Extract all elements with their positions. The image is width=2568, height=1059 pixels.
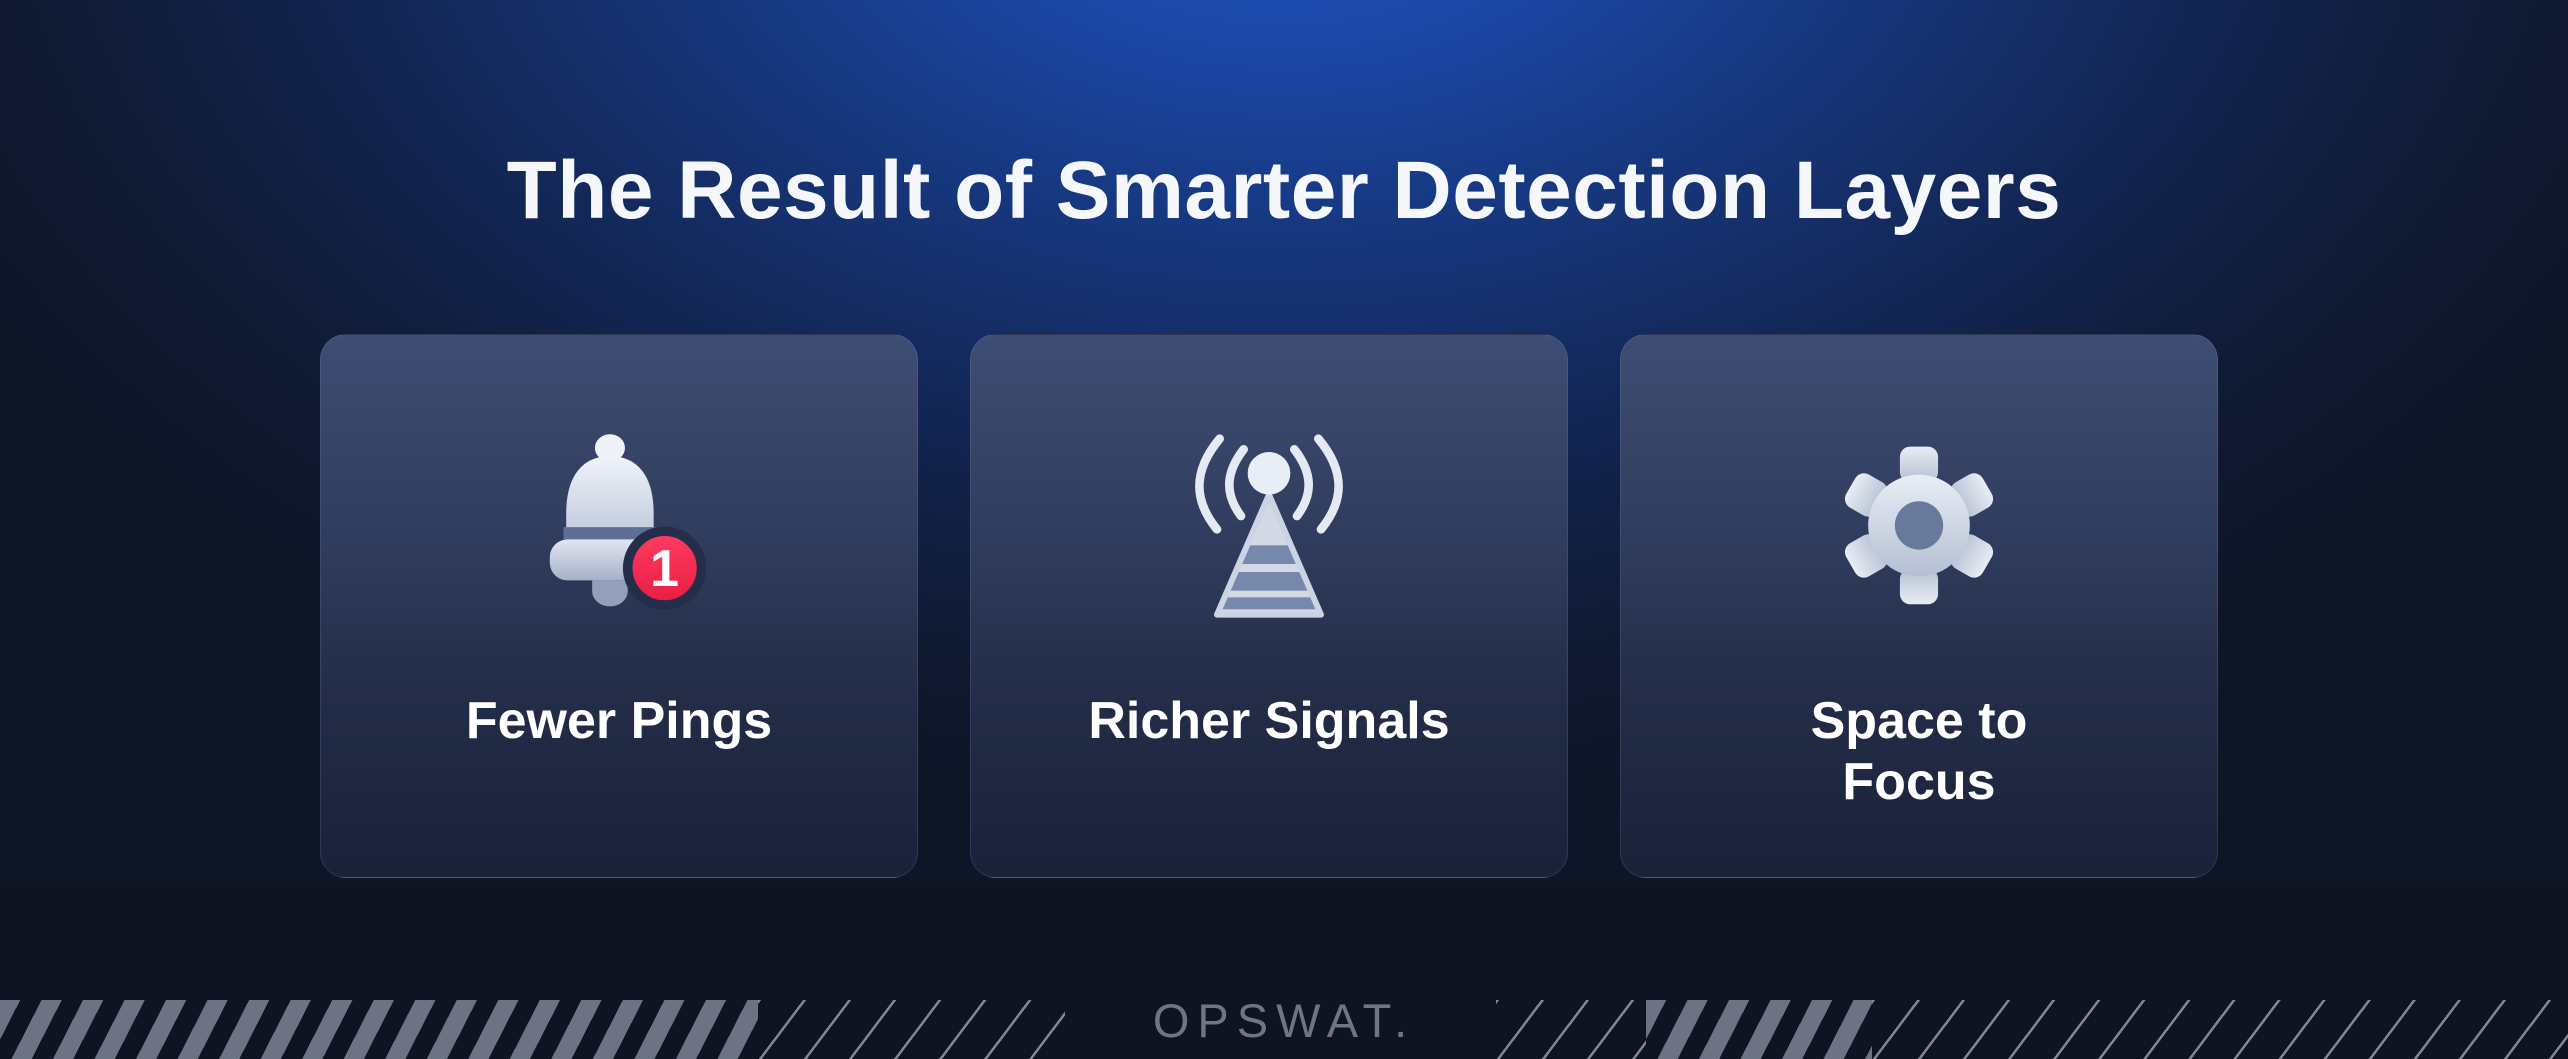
opswat-logo: OPSWAT.	[1152, 994, 1416, 1047]
card-label: Space to Focus	[1810, 692, 2028, 812]
gear-icon-svg	[1844, 446, 1994, 605]
feature-card-fewer-pings: 1 Fewer Pings	[320, 334, 918, 878]
slide-title: The Result of Smarter Detection Layers	[506, 145, 2062, 236]
badge-count: 1	[650, 539, 679, 597]
gear-icon	[1621, 423, 2217, 633]
radio-tower-icon	[971, 423, 1567, 633]
feature-card-richer-signals: Richer Signals	[970, 334, 1568, 878]
footer-stripes-right-thin-1	[1496, 1000, 1646, 1059]
card-label: Fewer Pings	[465, 692, 773, 750]
footer-band: OPSWAT.	[0, 885, 2568, 1059]
feature-card-space-to-focus: Space to Focus	[1620, 334, 2218, 878]
radio-tower-icon-svg	[1195, 434, 1343, 618]
bell-notification-icon-svg: 1	[549, 433, 706, 610]
notification-badge	[622, 525, 706, 610]
footer-stripes-right-thick	[1646, 1000, 1872, 1059]
feature-cards-row: 1 Fewer Pings	[320, 334, 2218, 878]
card-label: Richer Signals	[1088, 692, 1450, 750]
footer-stripes-left-thin	[758, 1000, 1065, 1059]
footer-stripes-right-thin-2	[1872, 1000, 2568, 1059]
footer-stripes-left-thick	[0, 1000, 758, 1059]
bell-notification-icon: 1	[321, 423, 917, 633]
